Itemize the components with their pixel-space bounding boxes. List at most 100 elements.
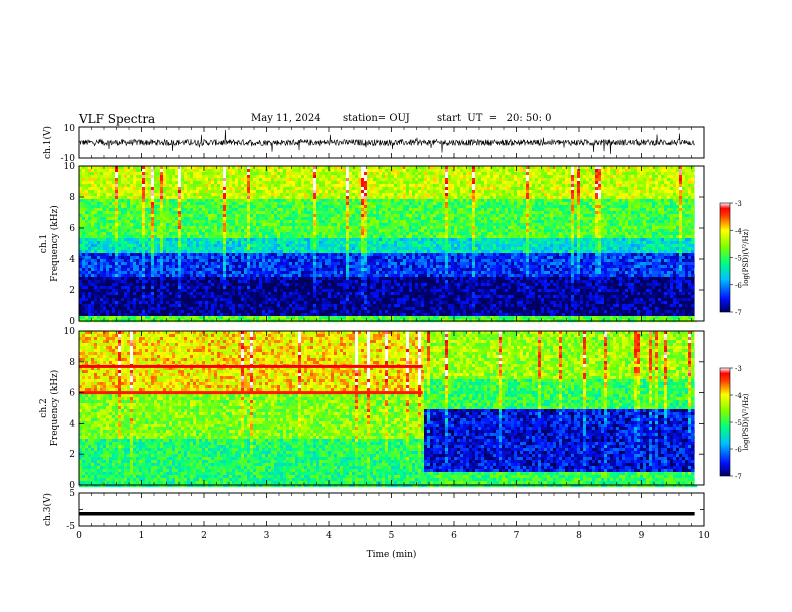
ch1-spectrogram-cell bbox=[328, 202, 331, 205]
ch1-spectrogram-cell bbox=[193, 283, 196, 286]
ch1-spectrogram-cell bbox=[286, 211, 289, 214]
ch1-spectrogram-cell bbox=[346, 217, 349, 220]
ch1-spectrogram-cell bbox=[277, 211, 280, 214]
ch1-spectrogram-cell bbox=[316, 277, 319, 280]
ch1-spectrogram-cell bbox=[262, 244, 265, 247]
ch1-spectrogram-cell bbox=[154, 226, 157, 229]
ch1-spectrogram-cell bbox=[202, 292, 205, 295]
ch1-spectrogram-cell bbox=[181, 217, 184, 220]
ch1-spectrogram-cell bbox=[319, 214, 322, 217]
ch1-spectrogram-cell bbox=[157, 226, 160, 229]
ch1-spectrogram-cell bbox=[355, 169, 358, 172]
ch1-spectrogram-cell bbox=[82, 304, 85, 307]
ch1-spectrogram-cell bbox=[232, 241, 235, 244]
ch1-spectrogram-cell bbox=[268, 193, 271, 196]
ch1-spectrogram-cell bbox=[130, 313, 133, 316]
ch1-spectrogram-cell bbox=[139, 247, 142, 250]
ch1-spectrogram-cell bbox=[97, 304, 100, 307]
ch1-spectrogram-cell bbox=[349, 232, 352, 235]
ch1-spectrogram-cell bbox=[175, 262, 178, 265]
ch1-spectrogram-cell bbox=[130, 229, 133, 232]
ch1-spectrogram-cell bbox=[328, 295, 331, 298]
ch1-spectrogram-cell bbox=[100, 301, 103, 304]
ch1-spectrogram-cell bbox=[238, 298, 241, 301]
ch1-spectrogram-cell bbox=[211, 235, 214, 238]
ch1-spectrogram-cell bbox=[271, 178, 274, 181]
ch1-spectrogram-cell bbox=[235, 262, 238, 265]
ch1-spectrogram-cell bbox=[91, 274, 94, 277]
ch1-spectrogram-cell bbox=[346, 205, 349, 208]
ch1-spectrogram-cell bbox=[268, 295, 271, 298]
ch1-spectrogram-cell bbox=[97, 223, 100, 226]
ch1-spectrogram-cell bbox=[292, 187, 295, 190]
ch1-spectrogram-cell bbox=[268, 268, 271, 271]
ch1-spectrogram-cell bbox=[262, 181, 265, 184]
ch1-spectrogram-cell bbox=[118, 190, 121, 193]
ch1-spectrogram-cell bbox=[178, 298, 181, 301]
ch1-spectrogram-cell bbox=[175, 310, 178, 313]
ch1-spectrogram-cell bbox=[160, 244, 163, 247]
ch1-spectrogram-cell bbox=[307, 280, 310, 283]
ch1-spectrogram-cell bbox=[346, 211, 349, 214]
ch1-spectrogram-cell bbox=[241, 202, 244, 205]
ch1-spectrogram-cell bbox=[250, 187, 253, 190]
ch1-spectrogram-cell bbox=[205, 181, 208, 184]
ch1-spectrogram-cell bbox=[337, 172, 340, 175]
ch1-spectrogram-cell bbox=[118, 250, 121, 253]
ch1-spectrogram-cell bbox=[106, 307, 109, 310]
ch1-spectrogram-cell bbox=[100, 205, 103, 208]
ch1-spectrogram-cell bbox=[241, 244, 244, 247]
ch1-spectrogram-cell bbox=[301, 232, 304, 235]
ch1-spectrogram-cell bbox=[238, 178, 241, 181]
ch1-spectrogram-cell bbox=[121, 241, 124, 244]
ch1-spectrogram-cell bbox=[337, 199, 340, 202]
ch1-spectrogram-cell bbox=[181, 262, 184, 265]
ch1-spectrogram-cell bbox=[223, 178, 226, 181]
ch1-spectrogram-cell bbox=[127, 217, 130, 220]
ch1-spectrogram-cell bbox=[316, 208, 319, 211]
ch1-spectrogram-cell bbox=[214, 220, 217, 223]
ch1-spectrogram-cell bbox=[112, 253, 115, 256]
ch1-spectrogram-cell bbox=[271, 208, 274, 211]
ch1-spectrogram-cell bbox=[316, 184, 319, 187]
ch1-spectrogram-cell bbox=[325, 259, 328, 262]
ch1-spectrogram-cell bbox=[166, 244, 169, 247]
ch1-spectrogram-cell bbox=[142, 205, 145, 208]
ch1-spectrogram-cell bbox=[136, 217, 139, 220]
ch1-spectrogram-cell bbox=[307, 244, 310, 247]
ch1-spectrogram-cell bbox=[145, 274, 148, 277]
ch1-spectrogram-cell bbox=[115, 193, 118, 196]
ch1-spectrogram-cell bbox=[211, 265, 214, 268]
ch1-spectrogram-cell bbox=[178, 247, 181, 250]
ch1-spectrogram-cell bbox=[331, 169, 334, 172]
ch1-spectrogram-cell bbox=[238, 214, 241, 217]
ch1-spectrogram-cell bbox=[244, 298, 247, 301]
ch1-spectrogram-cell bbox=[97, 265, 100, 268]
ch1-spectrogram-cell bbox=[208, 292, 211, 295]
ch1-spectrogram-cell bbox=[181, 268, 184, 271]
ch1-spectrogram-cell bbox=[328, 181, 331, 184]
ch1-spectrogram-cell bbox=[148, 169, 151, 172]
ch1-spectrogram-cell bbox=[136, 208, 139, 211]
ch1-spectrogram-cell bbox=[133, 310, 136, 313]
ch1-spectrogram-cell bbox=[331, 217, 334, 220]
ch1-spectrogram-cell bbox=[154, 265, 157, 268]
ch1-spectrogram-cell bbox=[175, 190, 178, 193]
ch1-spectrogram-cell bbox=[244, 301, 247, 304]
ch1-spectrogram-cell bbox=[145, 277, 148, 280]
ch1-spectrogram-cell bbox=[211, 250, 214, 253]
ch1-spectrogram-cell bbox=[283, 271, 286, 274]
ch1-spectrogram-cell bbox=[181, 274, 184, 277]
ch1-spectrogram-cell bbox=[301, 292, 304, 295]
ch1-spectrogram-cell bbox=[223, 208, 226, 211]
ch1-spectrogram-cell bbox=[97, 193, 100, 196]
ch1-spectrogram-cell bbox=[100, 229, 103, 232]
ch1-spectrogram-cell bbox=[208, 172, 211, 175]
ch1-spectrogram-cell bbox=[205, 211, 208, 214]
ch1-spectrogram-cell bbox=[253, 295, 256, 298]
ch1-spectrogram-cell bbox=[94, 250, 97, 253]
ch1-spectrogram-cell bbox=[349, 184, 352, 187]
ch1-spectrogram-cell bbox=[325, 271, 328, 274]
ch1-spectrogram-cell bbox=[157, 295, 160, 298]
ch1-spectrogram-cell bbox=[283, 295, 286, 298]
